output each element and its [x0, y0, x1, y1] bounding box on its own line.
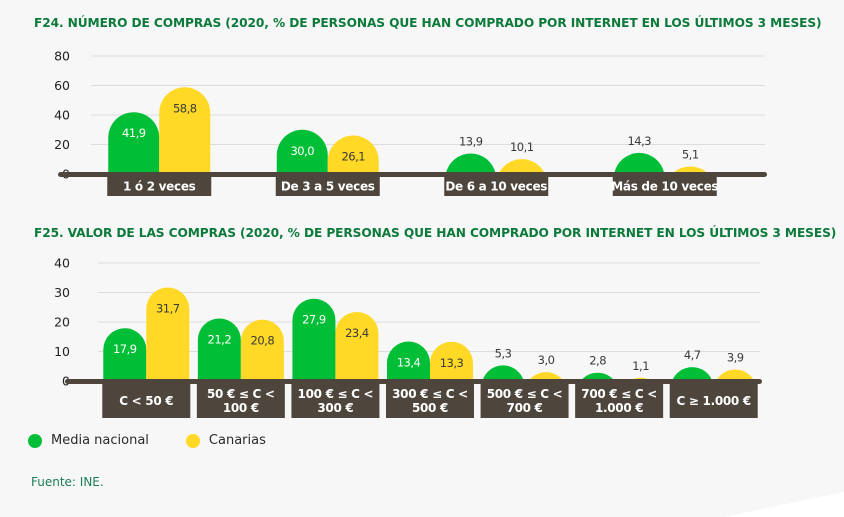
legend-item-national: Media nacional — [28, 433, 149, 448]
y-tick-label: 30 — [54, 285, 70, 300]
category-label-box — [275, 176, 380, 196]
data-label: 10,1 — [510, 140, 534, 154]
bar-national — [292, 298, 336, 381]
category-label: De 6 a 10 veces — [445, 180, 547, 194]
data-label: 2,8 — [589, 354, 606, 368]
data-label: 27,9 — [302, 313, 326, 327]
bar-canarias — [528, 372, 564, 381]
bar-canarias — [430, 341, 473, 381]
bar-national — [276, 129, 328, 174]
bar-national — [580, 372, 615, 381]
data-label: 21,2 — [208, 332, 232, 346]
category-label: 300 € — [317, 401, 353, 415]
category-label: 1 ó 2 veces — [123, 180, 196, 194]
data-label: 26,1 — [341, 150, 365, 164]
data-label: 17,9 — [113, 342, 137, 356]
bar-canarias — [335, 311, 379, 381]
bar-canarias — [146, 287, 190, 381]
bar-national — [445, 153, 496, 174]
category-label-box — [386, 383, 474, 418]
data-label: 13,9 — [459, 134, 483, 148]
chart-title-f25: F25. VALOR DE LAS COMPRAS (2020, % DE PE… — [34, 226, 837, 240]
bar-national — [482, 365, 524, 381]
data-label: 13,3 — [440, 356, 464, 370]
data-label: 3,9 — [727, 350, 744, 364]
legend-label-canarias: Canarias — [208, 433, 266, 448]
bar-national — [387, 341, 430, 381]
chart-f24: 02040608041,958,830,026,113,910,114,35,1… — [54, 49, 767, 196]
category-label-box — [612, 176, 717, 196]
category-label: Más de 10 veces — [611, 180, 718, 194]
category-label: 100 € — [223, 401, 259, 415]
data-label: 30,0 — [290, 144, 314, 158]
category-label: 700 € — [507, 401, 543, 415]
legend: Media nacional Canarias — [28, 433, 303, 448]
y-tick-label: 60 — [54, 78, 70, 93]
category-label-box — [575, 383, 664, 418]
data-label: 1,1 — [632, 359, 649, 373]
legend-label-national: Media nacional — [51, 433, 149, 448]
category-label: C ≥ 1.000 € — [677, 394, 751, 408]
data-label: 31,7 — [156, 301, 180, 315]
bar-canarias — [498, 159, 545, 174]
category-label-box — [291, 383, 380, 418]
legend-dot-national — [28, 433, 42, 448]
data-label: 5,1 — [682, 147, 699, 161]
data-label: 14,3 — [627, 134, 651, 148]
category-label: 300 € ≤ C < — [392, 387, 468, 401]
category-label-box — [669, 383, 758, 418]
bar-national — [197, 318, 241, 381]
data-label: 5,3 — [495, 346, 512, 360]
y-tick-label: 20 — [54, 137, 70, 152]
bar-canarias — [716, 369, 755, 381]
x-axis-line — [65, 379, 762, 384]
category-label-box — [102, 383, 191, 418]
data-label: 20,8 — [251, 334, 275, 348]
data-label: 41,9 — [122, 126, 146, 140]
category-label: 500 € — [412, 401, 448, 415]
bar-national — [614, 152, 665, 174]
bar-national — [108, 112, 160, 174]
category-label-box — [480, 383, 569, 418]
category-label: 700 € ≤ C < — [581, 387, 657, 401]
category-label: C < 50 € — [119, 394, 173, 408]
category-label-box — [196, 383, 285, 418]
x-axis-line — [58, 172, 767, 177]
category-label-box — [444, 176, 549, 196]
y-tick-label: 20 — [54, 315, 70, 330]
chart-title-f24: F24. NÚMERO DE COMPRAS (2020, % DE PERSO… — [34, 16, 822, 30]
bar-canarias — [159, 87, 211, 174]
y-tick-label: 40 — [54, 256, 70, 271]
category-label: 500 € ≤ C < — [487, 387, 563, 401]
y-tick-label: 10 — [54, 344, 70, 359]
category-label: 100 € ≤ C < — [298, 387, 374, 401]
bar-national — [672, 367, 713, 381]
category-label: 50 € ≤ C < — [207, 387, 275, 401]
bar-national — [103, 328, 147, 381]
data-label: 13,4 — [397, 355, 421, 369]
data-label: 4,7 — [684, 348, 701, 362]
legend-dot-canarias — [185, 433, 200, 448]
y-tick-label: 40 — [54, 108, 70, 123]
y-tick-label: 80 — [54, 49, 70, 64]
bar-canarias — [327, 135, 379, 174]
category-label: 1.000 € — [595, 401, 643, 415]
decorative-corner — [724, 492, 844, 517]
data-label: 3,0 — [538, 353, 555, 367]
chart-f25: 01020304017,931,721,220,827,923,413,413,… — [54, 256, 762, 418]
legend-item-canarias: Canarias — [185, 433, 266, 448]
data-label: 58,8 — [173, 101, 197, 115]
source-note: Fuente: INE. — [31, 475, 104, 489]
category-label: De 3 a 5 veces — [281, 180, 375, 194]
data-label: 23,4 — [345, 326, 369, 340]
bar-canarias — [240, 319, 284, 381]
category-label-box — [107, 176, 212, 196]
